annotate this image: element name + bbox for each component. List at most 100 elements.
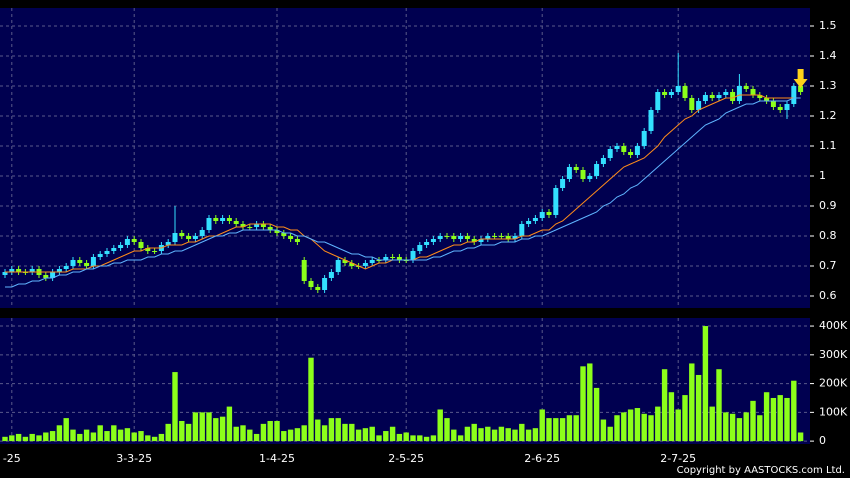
volume-bar: [770, 397, 777, 442]
volume-bar: [661, 369, 668, 442]
candle-body: [546, 212, 552, 215]
volume-bar: [240, 425, 246, 442]
candle-body: [560, 179, 566, 188]
volume-bar: [43, 432, 49, 442]
volume-bar: [566, 415, 573, 442]
volume-bar: [614, 415, 620, 442]
volume-bar: [145, 435, 151, 442]
volume-bar: [213, 418, 219, 442]
volume-bar: [376, 435, 382, 442]
candle-body: [124, 239, 130, 245]
volume-bar: [206, 412, 212, 442]
volume-bar: [355, 429, 362, 442]
volume-bar: [9, 435, 15, 442]
volume-bar: [267, 420, 273, 442]
volume-bar: [349, 423, 355, 442]
candle-body: [145, 248, 151, 251]
volume-bar: [151, 436, 158, 442]
volume-bar: [655, 406, 661, 442]
volume-bar: [437, 409, 443, 442]
volume-bar: [389, 426, 396, 442]
y-tick-label: 400K: [819, 319, 848, 332]
volume-bar: [587, 363, 593, 442]
candle-body: [580, 170, 586, 179]
candle-body: [301, 260, 307, 281]
candle-body: [458, 236, 464, 239]
candle-body: [757, 95, 763, 98]
candle-body: [675, 86, 681, 92]
candle-body: [526, 221, 532, 224]
volume-bar: [648, 415, 654, 442]
candle-body: [784, 104, 790, 110]
volume-bar: [117, 429, 124, 442]
volume-bar: [301, 425, 307, 442]
volume-bar: [505, 428, 511, 442]
candle-body: [104, 251, 110, 254]
volume-bar: [763, 392, 770, 442]
candle-body: [247, 227, 253, 228]
candle-body: [152, 251, 158, 252]
candle-body: [702, 95, 708, 101]
candle-body: [308, 281, 314, 287]
volume-bar: [512, 429, 518, 442]
candle-body: [50, 272, 56, 278]
y-tick-label: 200K: [819, 377, 848, 390]
candle-body: [186, 236, 192, 239]
candle-body: [634, 146, 640, 155]
candle-body: [437, 236, 443, 239]
candle-body: [63, 266, 69, 269]
candle-body: [16, 269, 22, 272]
candle-body: [118, 245, 124, 248]
volume-bar: [315, 419, 321, 442]
volume-bar: [70, 429, 76, 442]
volume-bar: [716, 369, 722, 442]
candle-body: [328, 272, 334, 278]
volume-bar: [219, 416, 226, 442]
candle-body: [165, 242, 171, 245]
volume-bar: [294, 428, 301, 442]
candle-body: [791, 86, 797, 104]
candle-body: [430, 239, 436, 242]
candle-body: [573, 167, 579, 170]
candle-body: [315, 287, 321, 290]
candle-body: [444, 236, 450, 237]
volume-bar: [464, 426, 471, 442]
y-tick-label: 0.7: [819, 259, 837, 272]
candle-body: [281, 233, 287, 236]
volume-bar: [321, 425, 328, 442]
x-tick-label: 1-4-25: [259, 452, 295, 465]
volume-bar: [621, 412, 627, 442]
candle-body: [111, 248, 117, 251]
volume-bar: [233, 426, 239, 442]
candle-body: [138, 242, 144, 248]
candle-body: [240, 224, 246, 227]
volume-bar: [131, 432, 137, 442]
candle-body: [485, 236, 491, 239]
volume-bar: [457, 435, 464, 442]
candle-body: [770, 101, 776, 107]
volume-bar: [158, 433, 165, 442]
x-tick-label: 3-3-25: [116, 452, 152, 465]
candle-body: [410, 251, 416, 260]
candle-body: [709, 95, 715, 98]
volume-bar: [702, 326, 709, 442]
volume-bar: [525, 429, 532, 442]
candle-body: [716, 95, 722, 98]
volume-bar: [362, 428, 369, 442]
volume-bar: [689, 363, 695, 442]
volume-bar: [287, 429, 294, 442]
volume-bar: [383, 431, 389, 442]
candle-body: [254, 224, 260, 227]
volume-bar: [627, 409, 634, 442]
volume-bar: [199, 412, 205, 442]
candle-body: [267, 227, 273, 230]
panel: [0, 8, 810, 308]
volume-bar: [417, 435, 423, 442]
volume-bar: [97, 425, 103, 442]
candle-body: [750, 89, 756, 95]
candle-body: [451, 236, 457, 239]
volume-bar: [478, 428, 484, 442]
volume-bar: [607, 426, 613, 442]
candle-body: [9, 269, 15, 272]
